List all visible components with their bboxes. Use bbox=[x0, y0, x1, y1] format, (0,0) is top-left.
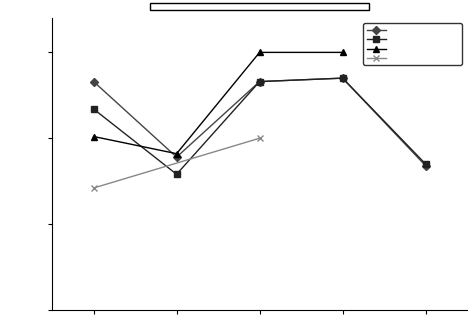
4月1日現在 bbox=[91, 80, 97, 83]
Line: 2月1日現在: 2月1日現在 bbox=[91, 75, 428, 177]
Line: 12月1日現在: 12月1日現在 bbox=[90, 49, 346, 157]
4月1日現在 bbox=[174, 155, 180, 159]
2月1日現在 bbox=[340, 76, 346, 80]
4月1日現在 bbox=[340, 76, 346, 80]
2月1日現在 bbox=[423, 162, 428, 166]
12月1日現在 bbox=[174, 152, 180, 156]
2月1日現在 bbox=[91, 107, 97, 111]
2月1日現在 bbox=[174, 172, 180, 176]
Legend: 4月1日現在, 2月1日現在, 12月1日現在, 10月1日現在: 4月1日現在, 2月1日現在, 12月1日現在, 10月1日現在 bbox=[363, 23, 462, 65]
12月1日現在 bbox=[257, 50, 263, 54]
10月1日現在 bbox=[257, 136, 263, 140]
4月1日現在 bbox=[257, 80, 263, 83]
12月1日現在 bbox=[340, 50, 346, 54]
4月1日現在 bbox=[423, 164, 428, 168]
10月1日現在 bbox=[91, 186, 97, 190]
Line: 10月1日現在: 10月1日現在 bbox=[90, 135, 263, 192]
12月1日現在 bbox=[91, 134, 97, 138]
Line: 4月1日現在: 4月1日現在 bbox=[91, 75, 428, 169]
2月1日現在 bbox=[257, 80, 263, 83]
